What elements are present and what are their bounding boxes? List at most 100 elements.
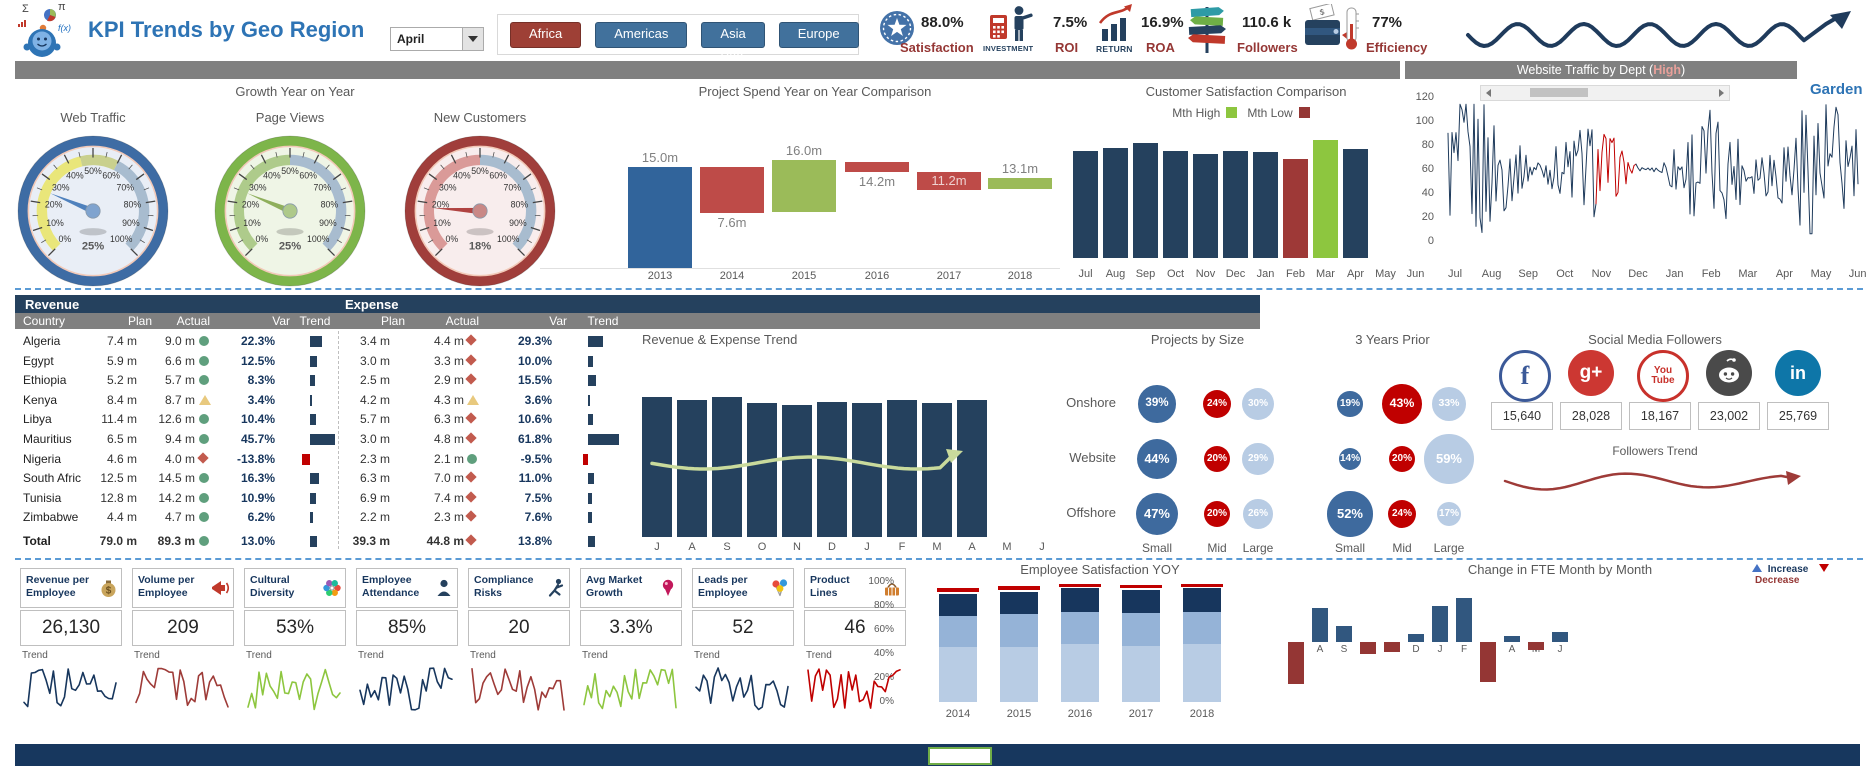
csat-month-label: Aug xyxy=(1105,268,1126,280)
exp-var-cell: 7.5% xyxy=(524,490,552,505)
selected-cell-box[interactable] xyxy=(928,747,992,765)
kpi-card-value-box: 53% xyxy=(244,610,346,646)
rev-exp-month-label: N xyxy=(793,541,801,553)
scrollbar-track[interactable] xyxy=(1496,86,1714,100)
table-row: Libya 11.4 m 12.6 m 10.4% 5.7 m 6.3 m 10.6% xyxy=(15,410,1260,429)
csat-month-label: Sep xyxy=(1135,268,1156,280)
google-plus-icon[interactable]: g+ xyxy=(1568,350,1614,396)
region-button-americas[interactable]: Americas xyxy=(595,21,688,48)
rev-actual-cell: 5.7 m xyxy=(164,373,195,388)
waterfall-bar-label: 11.2m xyxy=(931,173,967,188)
table-row: South Afric 12.5 m 14.5 m 16.3% 6.3 m 7.0 m 11… xyxy=(15,469,1260,488)
gauge-title: Page Views xyxy=(255,110,325,125)
col-plan: Plan xyxy=(127,314,152,328)
emp-sat-target-marker xyxy=(998,586,1040,590)
kpi-card-trend-label: Trend xyxy=(806,650,832,661)
diamond-red-icon xyxy=(465,534,477,546)
kpi-card-title: Revenue per Employee xyxy=(26,574,90,599)
waterfall-bar xyxy=(917,172,981,190)
svg-text:30%: 30% xyxy=(249,182,267,192)
fte-legend-increase: Increase xyxy=(1767,564,1809,575)
web-month-label: Apr xyxy=(1775,268,1793,280)
emp-sat-segment-tier-mid xyxy=(1183,612,1221,645)
facebook-icon[interactable]: f xyxy=(1499,350,1551,402)
web-y-tick: 100 xyxy=(1415,115,1434,127)
exp-var-cell: 10.0% xyxy=(517,353,552,368)
emp-sat-y-tick: 0% xyxy=(879,696,894,707)
scrollbar-right-arrow-icon[interactable] xyxy=(1714,86,1729,100)
kpi-card-title: Volume per Employee xyxy=(138,574,195,599)
rev-var-cell: 45.7% xyxy=(240,432,275,446)
region-button-europe[interactable]: Europe xyxy=(778,21,859,48)
svg-text:$: $ xyxy=(106,586,112,597)
waterfall-year-label: 2013 xyxy=(647,270,673,282)
region-button-asia-pac[interactable]: Asia Pac xyxy=(701,21,765,63)
table-row: Egypt 5.9 m 6.6 m 12.5% 3.0 m 3.3 m 10.0% xyxy=(15,352,1260,371)
fte-bar xyxy=(1432,606,1448,642)
bubble-website-large: 29% xyxy=(1242,443,1274,475)
scrollbar-thumb[interactable] xyxy=(1530,88,1588,97)
dropdown-arrow-icon[interactable] xyxy=(462,28,483,50)
horizontal-scrollbar[interactable] xyxy=(1480,85,1730,101)
google-plus-followers-count: 28,028 xyxy=(1560,402,1622,430)
rev-trend-bar xyxy=(310,473,319,485)
rev-var-cell: 8.3% xyxy=(247,373,275,388)
circle-green-icon xyxy=(199,414,209,425)
exp-plan-cell: 2.3 m xyxy=(359,451,390,466)
youtube-icon[interactable]: You Tube xyxy=(1637,350,1689,402)
table-divider xyxy=(338,331,339,549)
csat-title: Customer Satisfaction Comparison xyxy=(1145,84,1347,99)
web-y-tick: 120 xyxy=(1415,91,1434,103)
header-wave-arrowhead-icon xyxy=(1830,11,1851,29)
rev-plan-cell: 8.4 m xyxy=(106,392,137,407)
month-dropdown[interactable]: April xyxy=(390,27,484,51)
megaphone-icon xyxy=(212,581,230,595)
kpi-card-title: Compliance Risks xyxy=(474,574,534,599)
csat-month-label: Dec xyxy=(1225,268,1246,280)
rev-trend-bar xyxy=(310,536,318,547)
kpi-roi-label: ROI xyxy=(1055,40,1079,55)
emp-sat-segment-tier-top xyxy=(1000,591,1038,615)
rev-plan-cell: 5.2 m xyxy=(106,373,137,388)
gauge-title: Web Traffic xyxy=(60,110,126,125)
csat-bar xyxy=(1313,139,1338,258)
legend-swatch-icon xyxy=(1226,107,1238,118)
gauge-dial-icon: 0% 10% 20% 30% 40% 50% 60% 70% 80% 90% 100% 18% xyxy=(404,135,556,287)
table-row: Zimbabwe 4.4 m 4.7 m 6.2% 2.2 m 2.3 m 7.6% xyxy=(15,508,1260,527)
kpi-card-title-box: Product Lines xyxy=(804,568,906,608)
exp-actual-cell: 7.0 m xyxy=(433,471,464,486)
rev-var-cell: 3.4% xyxy=(247,392,275,407)
gauge-value: 25% xyxy=(279,240,301,252)
kpi-efficiency-value: 77% xyxy=(1372,14,1403,31)
country-cell: Kenya xyxy=(23,392,58,407)
svg-text:100%: 100% xyxy=(110,234,133,244)
rev-var-cell: 6.2% xyxy=(247,510,275,525)
kpi-card-value-box: 46 xyxy=(804,610,906,646)
waterfall-bar xyxy=(700,167,764,213)
emp-sat-segment-tier-mid xyxy=(939,615,977,647)
rev-exp-bar xyxy=(782,404,812,537)
rev-exp-bar xyxy=(922,403,952,537)
svg-text:100%: 100% xyxy=(307,234,330,244)
rev-var-cell: -13.8% xyxy=(236,451,275,466)
bubble-col-label: Small xyxy=(1334,541,1365,555)
web-month-label: Jul xyxy=(1447,268,1463,280)
three-years-prior-title: 3 Years Prior xyxy=(1355,332,1430,347)
page-title: KPI Trends by Geo Region xyxy=(88,17,365,42)
diamond-red-icon xyxy=(465,412,477,425)
csat-month-label: Nov xyxy=(1195,268,1216,280)
gauge-value: 25% xyxy=(82,240,104,252)
kpi-card-sparkline xyxy=(359,667,453,711)
balloons-icon xyxy=(772,579,788,597)
region-button-africa[interactable]: Africa xyxy=(510,21,582,48)
linkedin-icon[interactable]: in xyxy=(1775,350,1821,396)
exp-plan-cell: 5.7 m xyxy=(359,412,390,427)
scrollbar-left-arrow-icon[interactable] xyxy=(1481,86,1496,100)
col-evar: Var xyxy=(549,314,567,328)
fte-month-label: A xyxy=(1508,644,1516,655)
reddit-icon[interactable] xyxy=(1706,350,1752,396)
web-month-label: Mar xyxy=(1738,268,1758,280)
bubble-offshore-mid: 24% xyxy=(1387,499,1417,529)
country-cell: Algeria xyxy=(23,334,61,348)
bubble-website-small: 14% xyxy=(1338,447,1362,471)
